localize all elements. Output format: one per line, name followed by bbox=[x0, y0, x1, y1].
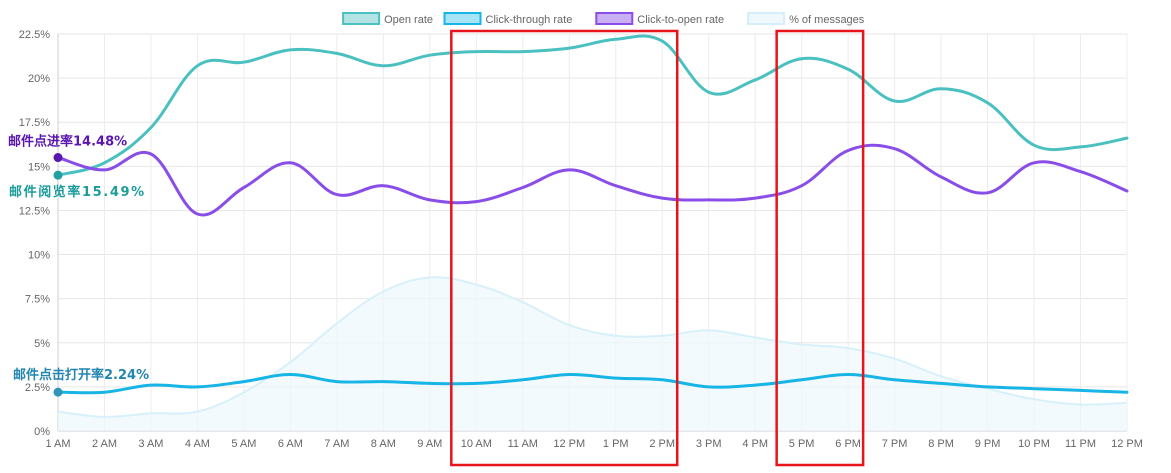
y-tick-label: 22.5% bbox=[19, 29, 50, 41]
series-line-2 bbox=[56, 143, 1129, 217]
y-tick-label: 5% bbox=[34, 338, 50, 350]
y-tick-label: 17.5% bbox=[19, 117, 50, 129]
legend-swatch bbox=[342, 12, 381, 25]
x-tick-label: 6 PM bbox=[835, 438, 861, 450]
callout-marker bbox=[53, 170, 63, 180]
area-layer bbox=[57, 276, 1128, 431]
x-tick-label: 5 AM bbox=[231, 438, 256, 450]
legend-item[interactable]: Click-through rate bbox=[443, 12, 573, 26]
x-tick-label: 1 PM bbox=[603, 438, 629, 450]
legend-swatch bbox=[443, 12, 482, 25]
callout-label: 邮件点击打开率2.24% bbox=[13, 367, 149, 383]
callout-marker bbox=[53, 153, 63, 163]
x-tick-label: 7 AM bbox=[324, 438, 349, 450]
legend-item[interactable]: % of messages bbox=[747, 12, 865, 26]
x-tick-label: 8 AM bbox=[371, 438, 396, 450]
series-line-1 bbox=[56, 372, 1129, 395]
x-tick-label: 5 PM bbox=[789, 438, 815, 450]
legend-label: Click-to-open rate bbox=[637, 14, 724, 26]
callout-label: 邮件点进率14.48% bbox=[8, 134, 127, 150]
x-tick-label: 2 PM bbox=[649, 438, 675, 450]
x-tick-label: 10 PM bbox=[1018, 438, 1050, 450]
highlight-box bbox=[450, 29, 679, 467]
callout-label: 邮件阅览率15.49% bbox=[9, 184, 146, 200]
y-tick-label: 0% bbox=[34, 426, 50, 438]
legend-swatch bbox=[595, 12, 634, 25]
x-tick-label: 11 AM bbox=[508, 438, 538, 450]
y-tick-label: 15% bbox=[28, 161, 50, 173]
callouts: 邮件点进率14.48% 邮件阅览率15.49% 邮件点击打开率2.24% bbox=[8, 134, 149, 397]
x-tick-label: 3 PM bbox=[696, 438, 722, 450]
y-tick-label: 10% bbox=[28, 250, 50, 262]
y-tick-label: 2.5% bbox=[25, 382, 50, 394]
y-tick-label: 20% bbox=[28, 73, 50, 85]
y-tick-label: 7.5% bbox=[25, 294, 50, 306]
x-tick-label: 8 PM bbox=[928, 438, 954, 450]
legend-item[interactable]: Click-to-open rate bbox=[595, 12, 724, 26]
x-tick-label: 6 AM bbox=[278, 438, 303, 450]
x-tick-label: 12 PM bbox=[553, 438, 585, 450]
highlight-box bbox=[775, 29, 865, 467]
x-tick-label: 3 AM bbox=[138, 438, 163, 450]
series-line-messages bbox=[57, 276, 1128, 418]
legend-label: Click-through rate bbox=[486, 14, 573, 26]
series-area-messages bbox=[58, 277, 1127, 431]
x-tick-label: 4 AM bbox=[185, 438, 210, 450]
y-axis: 0% 2.5% 5% 7.5% 10% 12.5% 15% 17.5% 20% 22.5% bbox=[19, 29, 50, 438]
x-tick-label: 10 AM bbox=[461, 438, 492, 450]
x-tick-label: 2 AM bbox=[92, 438, 117, 450]
x-tick-label: 1 AM bbox=[45, 438, 70, 450]
y-tick-label: 12.5% bbox=[19, 205, 50, 217]
legend-item[interactable]: Open rate bbox=[342, 12, 433, 26]
line-layer bbox=[56, 34, 1129, 395]
series-line-0 bbox=[56, 34, 1129, 177]
x-axis: 1 AM 2 AM 3 AM 4 AM 5 AM 6 AM 7 AM 8 AM 9 AM 10 A… bbox=[45, 438, 1142, 450]
x-tick-label: 9 PM bbox=[975, 438, 1001, 450]
x-tick-label: 12 PM bbox=[1111, 438, 1143, 450]
legend-label: % of messages bbox=[789, 14, 865, 26]
highlight-boxes bbox=[450, 29, 865, 467]
callout-marker bbox=[53, 387, 63, 397]
x-tick-label: 4 PM bbox=[742, 438, 768, 450]
legend-swatch bbox=[747, 12, 786, 25]
x-tick-label: 11 PM bbox=[1065, 438, 1096, 450]
x-tick-label: 9 AM bbox=[417, 438, 442, 450]
legend-label: Open rate bbox=[384, 14, 433, 26]
legend: Open rate Click-through rate Click-to-open… bbox=[342, 12, 865, 26]
x-tick-label: 7 PM bbox=[882, 438, 908, 450]
